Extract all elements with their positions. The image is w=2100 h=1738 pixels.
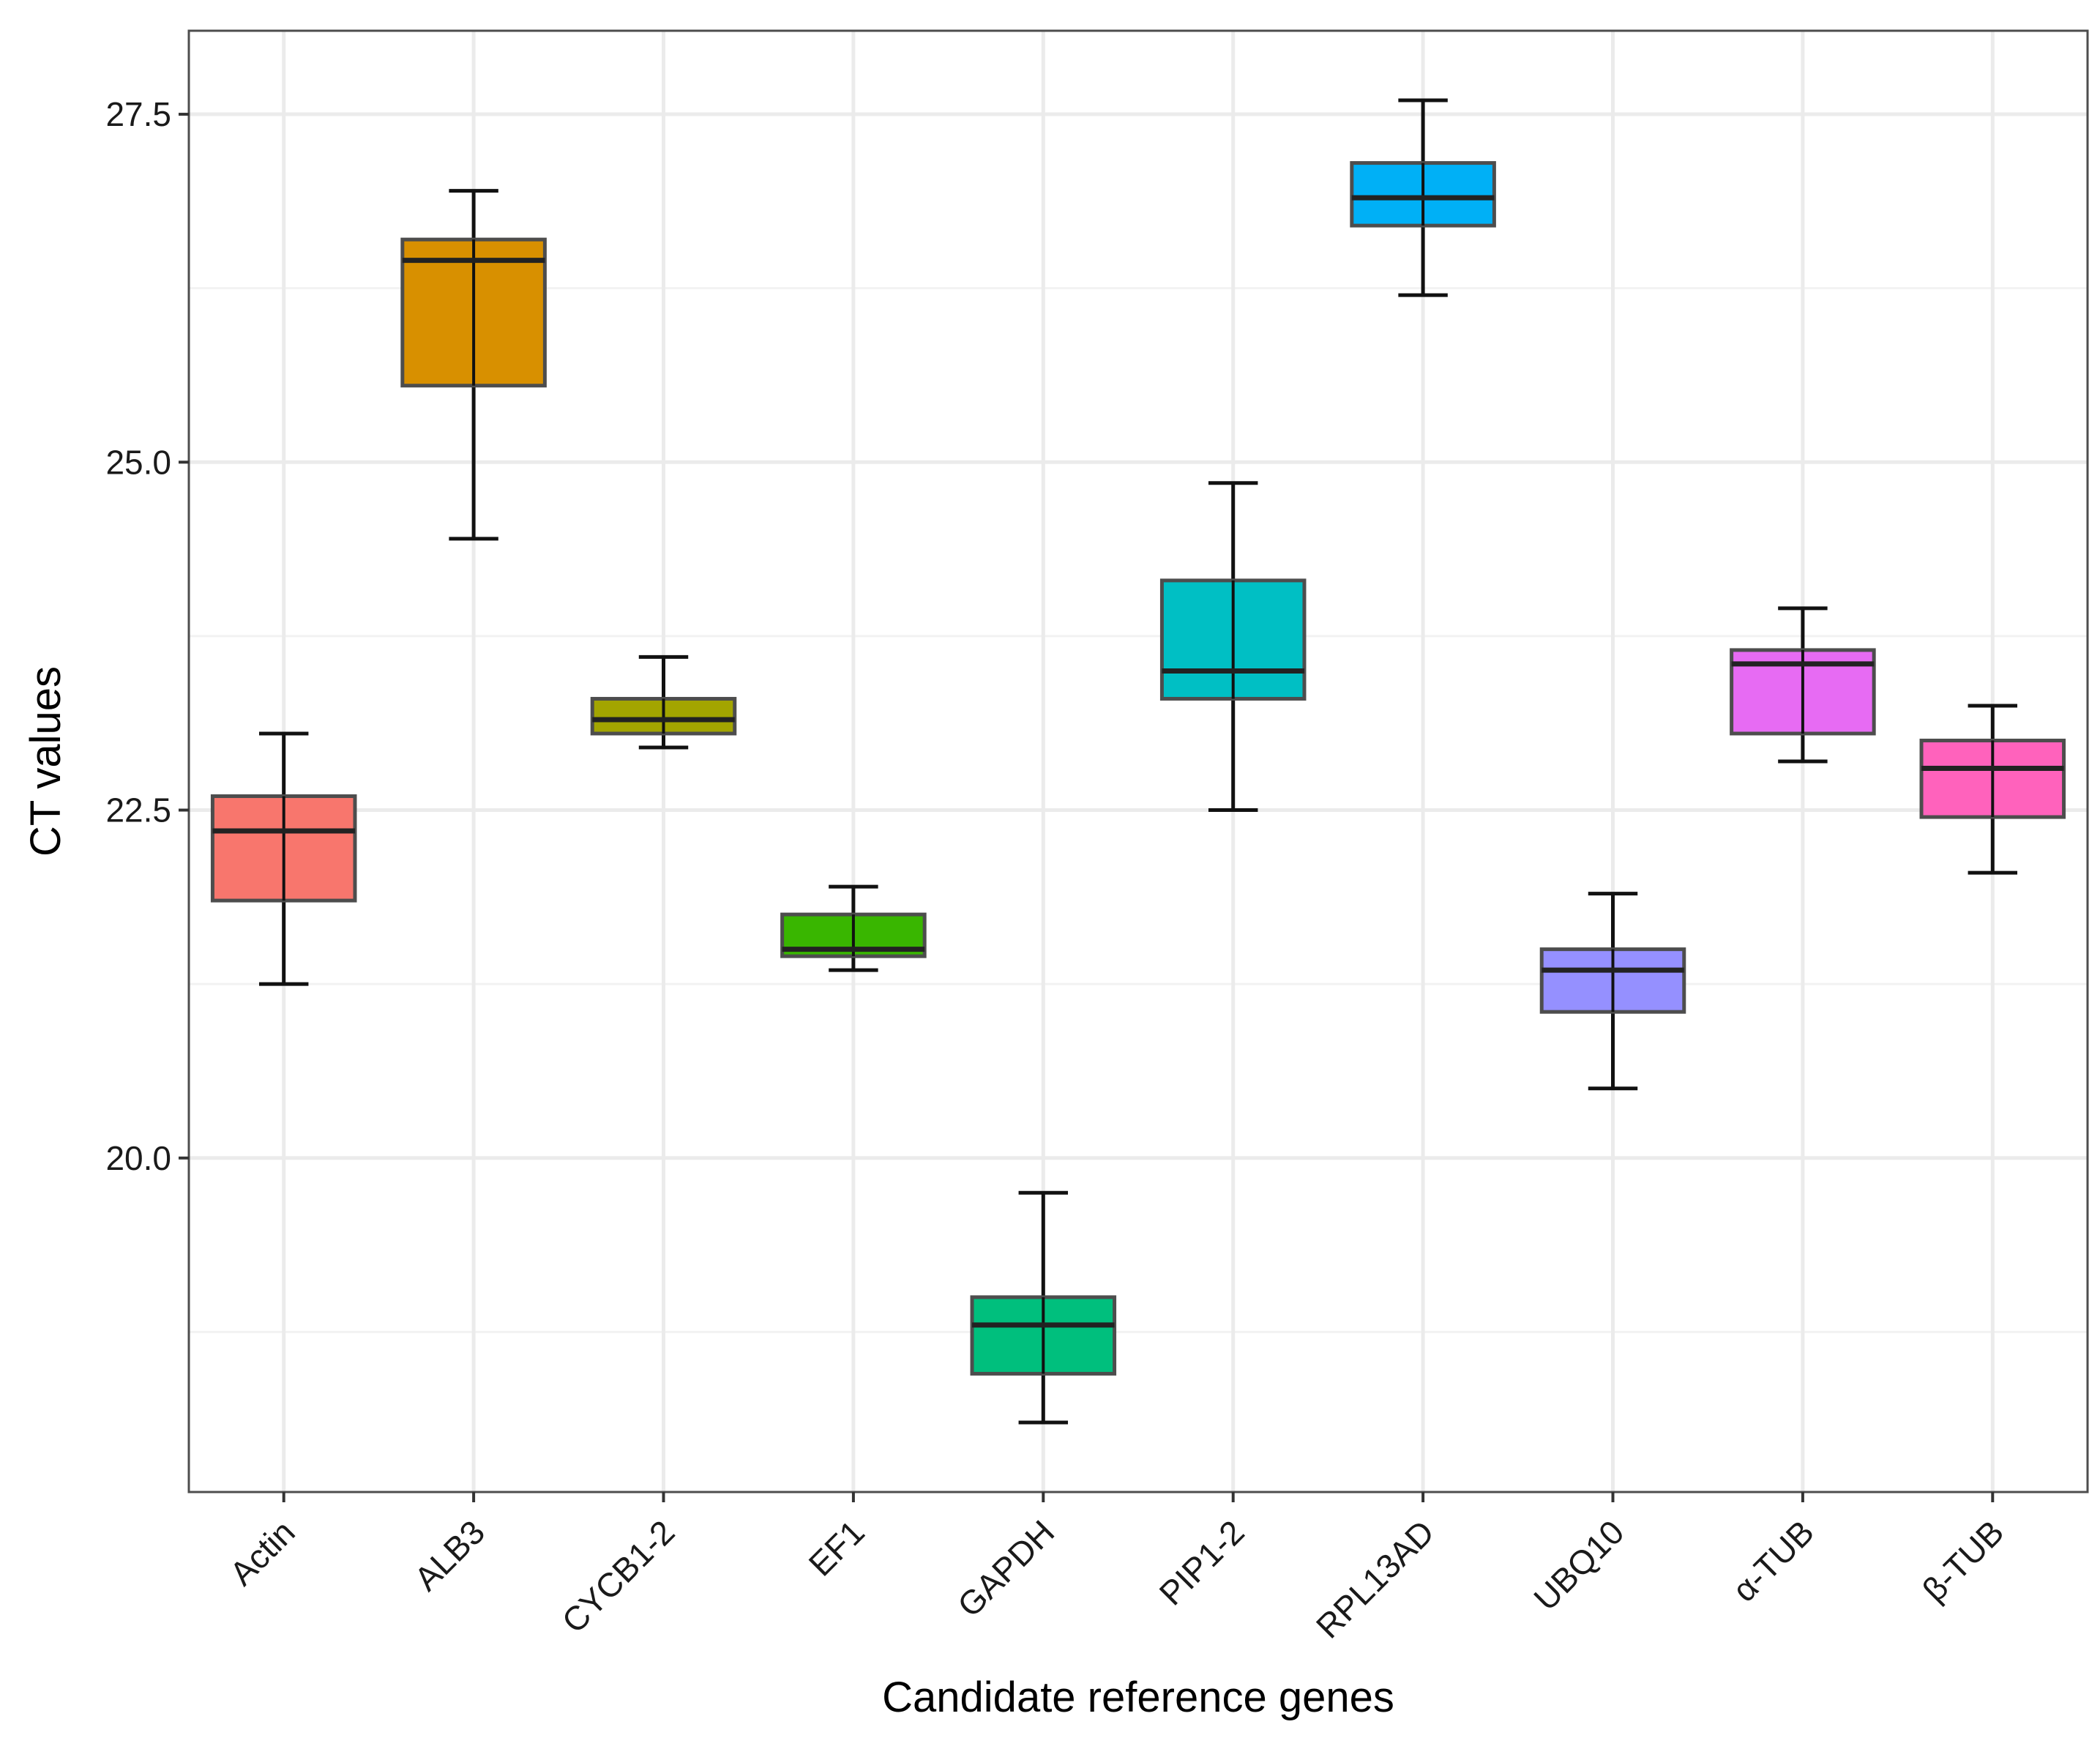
x-tick-label: GAPDH bbox=[950, 1513, 1061, 1624]
x-tick-label: UBQ10 bbox=[1526, 1513, 1631, 1617]
x-tick-label: EF1 bbox=[801, 1513, 872, 1583]
x-tick-label: ALB3 bbox=[407, 1513, 492, 1597]
x-tick-label: RPL13AD bbox=[1309, 1513, 1441, 1645]
box-α-TUB bbox=[1730, 606, 1876, 764]
boxes bbox=[210, 98, 2066, 1425]
plot-panel bbox=[187, 29, 2089, 1493]
box-CYCB1-2 bbox=[590, 654, 737, 750]
box-ALB3 bbox=[400, 189, 547, 541]
y-tick-label: 22.5 bbox=[105, 791, 171, 829]
x-tick-label: β-TUB bbox=[1915, 1513, 2011, 1608]
box-EF1 bbox=[780, 884, 927, 972]
y-tick-label: 25.0 bbox=[105, 443, 171, 481]
x-tick-label: PIP1-2 bbox=[1152, 1513, 1252, 1612]
box-β-TUB bbox=[1919, 704, 2066, 875]
x-tick-label: CYCB1-2 bbox=[554, 1513, 681, 1640]
y-tick-label: 27.5 bbox=[105, 95, 171, 133]
box-RPL13AD bbox=[1350, 98, 1496, 297]
x-tick-label: α-TUB bbox=[1725, 1513, 1821, 1608]
axes: 20.0 22.5 25.0 27.5 Actin ALB3 CYCB1-2 EF1 GAPDH… bbox=[105, 95, 2011, 1646]
x-axis-title: Candidate reference genes bbox=[882, 1674, 1394, 1721]
x-tick-label: Actin bbox=[223, 1513, 302, 1592]
y-axis-title: CT values bbox=[22, 666, 70, 857]
box-GAPDH bbox=[970, 1190, 1117, 1425]
box-UBQ10 bbox=[1539, 892, 1686, 1091]
box-PIP1-2 bbox=[1159, 481, 1307, 813]
box-Actin bbox=[210, 731, 357, 986]
y-tick-label: 20.0 bbox=[105, 1139, 171, 1177]
